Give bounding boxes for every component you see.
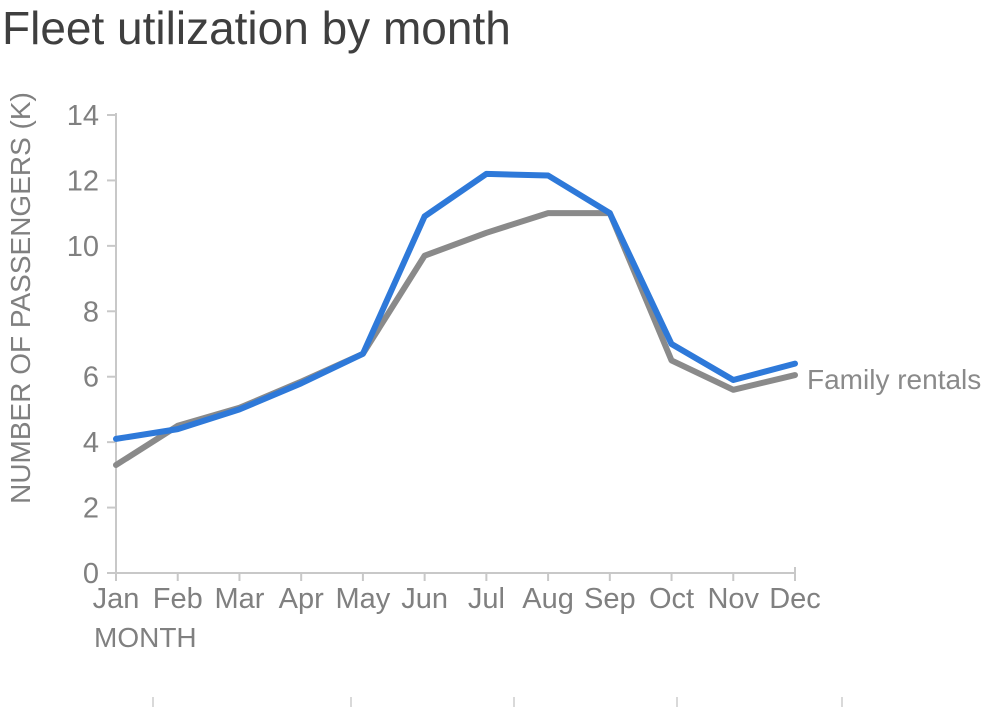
y-tick-label: 6 [83, 362, 99, 394]
x-tick-label: Jan [93, 583, 140, 615]
x-tick-label: Jul [468, 583, 505, 615]
series-line-primary [113, 170, 798, 442]
y-tick-label: 0 [83, 558, 99, 590]
x-tick-label: Feb [153, 583, 203, 615]
y-tick-label: 4 [83, 427, 99, 459]
x-tick-label: Apr [279, 583, 324, 615]
y-tick-label: 10 [67, 231, 99, 263]
x-tick-label: Mar [214, 583, 264, 615]
y-tick-label: 14 [67, 100, 99, 132]
y-tick-label: 8 [83, 296, 99, 328]
x-tick-label: Oct [649, 583, 694, 615]
y-tick-label: 2 [83, 493, 99, 525]
series-line-family-rentals [113, 210, 798, 468]
x-tick-label: Sep [584, 583, 636, 615]
x-tick-label: Dec [769, 583, 821, 615]
x-tick-label: Nov [707, 583, 759, 615]
x-tick-label: Jun [401, 583, 448, 615]
series-end-label: Family rentals [807, 364, 982, 395]
x-tick-label: Aug [522, 583, 574, 615]
chart-title: Fleet utilization by month [2, 2, 511, 54]
x-axis-title: MONTH [94, 622, 197, 653]
x-tick-label: May [336, 583, 391, 615]
y-tick-label: 12 [67, 165, 99, 197]
